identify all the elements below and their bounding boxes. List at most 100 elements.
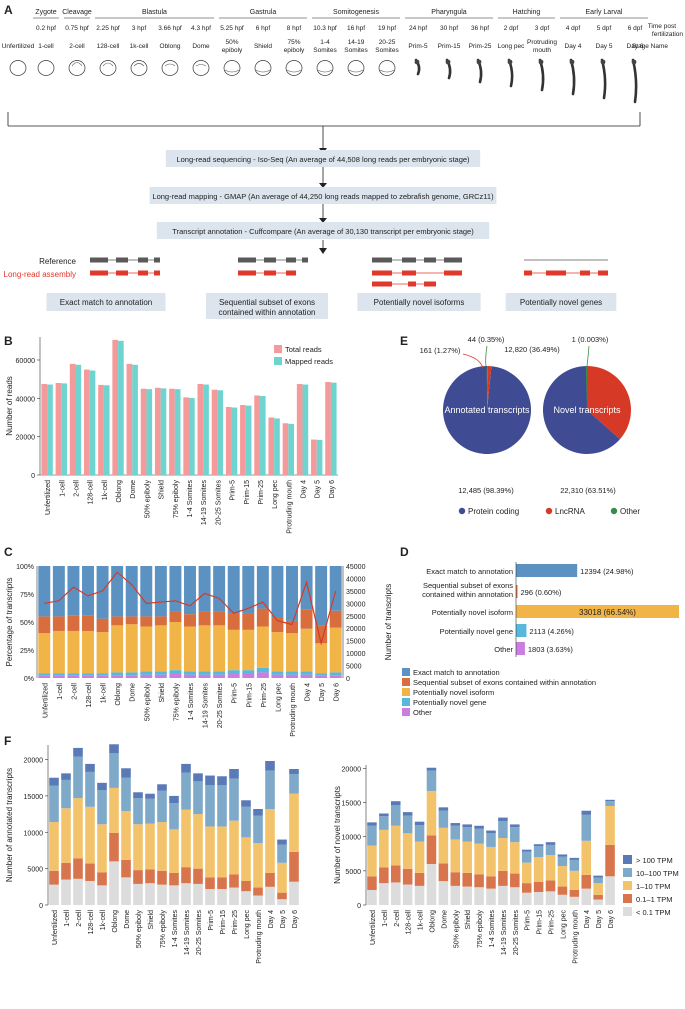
stage-name: 2-cell (69, 43, 85, 50)
stacked-segment (181, 763, 191, 773)
stacked-segment (241, 837, 251, 881)
stacked-segment (391, 805, 401, 826)
stacked-segment (253, 887, 263, 896)
x-tick-label: 1-4 Somites (188, 683, 195, 721)
x-tick-label: Oblong (429, 910, 436, 933)
stage-time: 16 hpf (347, 25, 365, 32)
stacked-segment (426, 770, 437, 791)
larva-eye (476, 59, 482, 65)
legend-label: 10–100 TPM (636, 869, 679, 878)
assembly-gene-exon (264, 270, 276, 276)
bar-mapped (47, 384, 53, 475)
category-text: Sequential subset of exons (219, 298, 315, 307)
stacked-segment (521, 892, 532, 905)
pie-leader (485, 345, 488, 367)
reference-gene-exon (372, 257, 392, 263)
x-tick-label: 20-25 Somites (217, 683, 224, 729)
stacked-segment (426, 864, 437, 905)
stacked-segment (140, 616, 153, 627)
stage-name: 128-cell (97, 43, 120, 50)
y2-tick-label: 15000 (346, 639, 366, 646)
stacked-segment (300, 674, 313, 678)
embryo-detail (317, 69, 333, 73)
pie-slice (543, 366, 621, 454)
stage-time: 36 hpf (471, 25, 489, 32)
x-tick-label: 20-25 Somites (513, 910, 520, 956)
bar-total (296, 383, 303, 475)
stacked-segment (533, 881, 544, 893)
stacked-segment (82, 630, 94, 674)
stacked-segment (184, 674, 196, 678)
stacked-segment (213, 566, 226, 612)
axis-caption: Stage Name (632, 43, 669, 50)
stacked-segment (438, 827, 449, 864)
assembly-gene-exon (402, 270, 416, 276)
stage-time: 3.66 hpf (158, 25, 182, 32)
y-tick-label: 0 (357, 903, 361, 910)
stacked-segment (121, 777, 131, 812)
stacked-segment (82, 675, 94, 678)
stacked-segment (181, 772, 191, 810)
stacked-segment (450, 839, 461, 873)
stacked-segment (154, 616, 167, 626)
reference-gene-exon (138, 257, 148, 263)
x-tick-label: Unfertilized (42, 683, 49, 718)
x-tick-label: Shield (159, 683, 166, 703)
stage-name: Shield (254, 43, 272, 50)
stacked-segment (557, 894, 568, 905)
stage-time: 6 dpf (628, 25, 643, 32)
stacked-segment (121, 768, 131, 778)
stacked-segment (402, 833, 413, 869)
y2-tick-label: 0 (346, 676, 350, 683)
stacked-segment (569, 870, 580, 890)
pie-slice (487, 366, 492, 410)
assembly-gene-exon (580, 270, 590, 276)
x-tick-label: Prim-15 (246, 683, 253, 708)
embryo-drawing (192, 60, 210, 76)
x-tick-label: Prim-25 (232, 910, 239, 935)
hbar (516, 585, 518, 598)
stacked-segment (97, 885, 107, 905)
reference-gene-exon (286, 257, 296, 263)
embryo-drawing (68, 60, 86, 76)
stacked-segment (569, 889, 580, 897)
stacked-segment (154, 625, 167, 672)
stage-name: Day 4 (565, 43, 582, 50)
pie-title: Annotated transcripts (444, 405, 530, 415)
x-tick-label: Oblong (116, 480, 123, 503)
stacked-segment (450, 825, 461, 840)
stacked-segment (145, 883, 155, 905)
hbar (516, 642, 525, 655)
x-tick-label: 50% epiboly (136, 910, 143, 949)
bar-total (211, 389, 218, 475)
assembly-gene-exon (286, 270, 296, 276)
embryo-drawing (223, 60, 241, 76)
stacked-segment (49, 884, 59, 905)
x-tick-label: Day 5 (315, 480, 322, 498)
stacked-segment (169, 803, 179, 830)
stacked-segment (133, 792, 143, 799)
x-tick-label: Day 6 (292, 910, 299, 928)
stacked-segment (96, 632, 109, 674)
stacked-segment (533, 846, 544, 858)
embryo-detail (71, 62, 83, 67)
legend-swatch (274, 345, 282, 353)
bar-mapped (330, 382, 337, 475)
stacked-segment (73, 878, 83, 905)
category-box (206, 293, 328, 319)
stacked-segment (140, 671, 153, 675)
stacked-segment (521, 851, 532, 863)
stacked-segment (265, 770, 275, 809)
arrow-head (319, 218, 327, 223)
stacked-segment (49, 870, 59, 885)
legend-swatch (402, 688, 410, 696)
y-tick-label: 40000 (16, 396, 36, 403)
bar-mapped (302, 384, 309, 475)
period-label: Gastrula (250, 9, 277, 16)
stacked-segment (581, 888, 591, 905)
reference-gene-exon (116, 257, 128, 263)
stacked-segment (426, 790, 437, 836)
stacked-segment (438, 810, 449, 828)
pie-title: Novel transcripts (553, 405, 621, 415)
stacked-segment (169, 829, 179, 873)
